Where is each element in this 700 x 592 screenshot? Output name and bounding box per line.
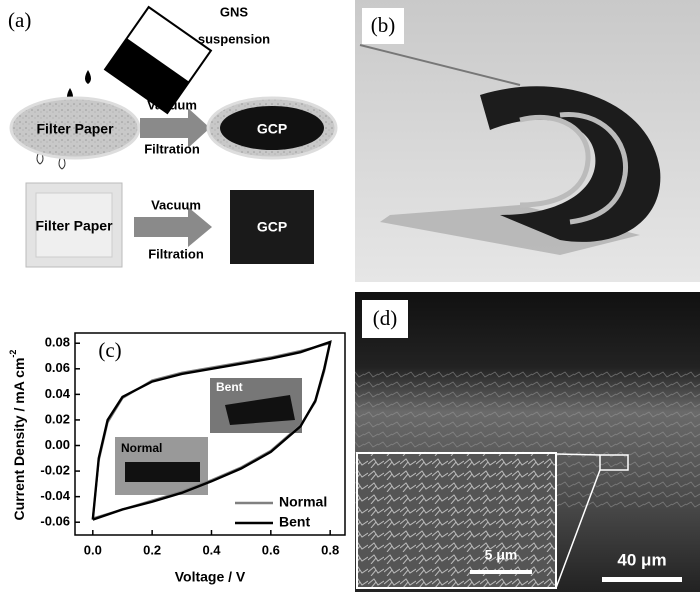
arrow-label: Vacuum <box>147 97 197 112</box>
legend-label: Bent <box>279 514 310 530</box>
y-tick-label: -0.02 <box>40 463 70 478</box>
panel-c: (c) Voltage / V Current Density / mA cm-… <box>8 332 346 585</box>
y-axis-label: Current Density / mA cm-2 <box>8 350 26 521</box>
label-box <box>362 300 408 338</box>
scale-label: 5 μm <box>485 547 518 563</box>
product-label: GCP <box>257 121 287 137</box>
panel-label: (d) <box>373 306 398 330</box>
panel-b: (b) <box>355 0 700 282</box>
x-tick-label: 0.0 <box>84 542 102 557</box>
device-film <box>380 205 640 255</box>
inset-sem <box>356 452 557 589</box>
scale-bar <box>602 577 682 582</box>
x-tick-label: 0.6 <box>262 542 280 557</box>
panel-label: (b) <box>371 13 396 37</box>
tweezers <box>359 44 521 86</box>
gcp <box>230 190 314 264</box>
x-axis-label: Voltage / V <box>175 569 246 585</box>
arrow <box>140 108 210 148</box>
y-tick-label: -0.06 <box>40 514 70 529</box>
x-tick-label: 0.2 <box>143 542 161 557</box>
plot-frame <box>74 332 346 536</box>
electrode <box>519 114 591 208</box>
scale-label: 40 μm <box>617 550 666 569</box>
y-tick-label: 0.04 <box>45 386 71 401</box>
scale-bar <box>470 570 532 574</box>
suspension-label: GNS <box>220 4 249 19</box>
zoom-lines <box>555 453 601 589</box>
inset-photo-device <box>225 395 295 425</box>
y-axis-label-sup: -2 <box>8 350 18 358</box>
filter-paper <box>9 96 141 160</box>
x-tick-label: 0.4 <box>202 542 221 557</box>
y-axis-label-text: Current Density / mA cm <box>11 358 27 521</box>
series-line <box>91 340 332 521</box>
y-tick-label: 0.08 <box>45 335 70 350</box>
gcp-film <box>220 106 324 150</box>
label-box <box>362 8 404 44</box>
arrow <box>134 207 212 247</box>
arrow-label: Filtration <box>148 246 204 261</box>
zoom-box <box>599 454 629 471</box>
y-tick-label: 0.02 <box>45 411 70 426</box>
annotation: Bent <box>216 380 243 394</box>
panel-d: (d) 5 μm 40 μm <box>355 292 700 592</box>
panel-label: (a) <box>8 8 31 32</box>
y-tick-label: 0.00 <box>45 437 70 452</box>
annotation: Normal <box>121 441 162 455</box>
suspension-label: suspension <box>198 31 270 46</box>
y-tick-label: -0.04 <box>40 488 70 503</box>
product-label: GCP <box>257 219 287 235</box>
beaker <box>103 5 213 115</box>
source-label: Filter Paper <box>36 121 114 137</box>
arrow-label: Vacuum <box>151 197 201 212</box>
x-tick-label: 0.8 <box>321 542 339 557</box>
legend-label: Normal <box>279 494 327 510</box>
y-tick-label: 0.06 <box>45 360 70 375</box>
inset-photo-device <box>125 462 200 482</box>
panel-label: (c) <box>98 338 121 362</box>
panel-a: (a) GNS suspension Filter Paper Vacuum F… <box>0 0 345 285</box>
arrow-label: Filtration <box>144 141 200 156</box>
electrode <box>559 111 629 225</box>
filter-paper <box>35 192 113 258</box>
source-label: Filter Paper <box>35 218 113 234</box>
